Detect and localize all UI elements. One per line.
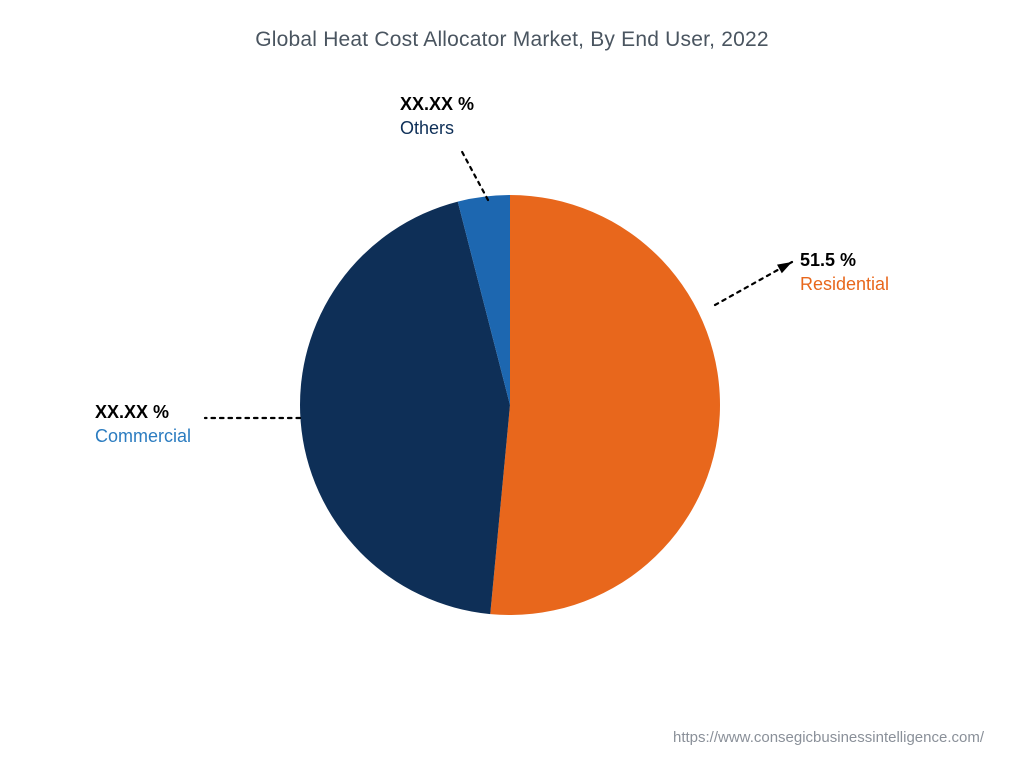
pie-chart (0, 0, 1024, 768)
label-others: XX.XX % Others (400, 92, 474, 141)
label-others-name: Others (400, 116, 474, 140)
label-residential-name: Residential (800, 272, 889, 296)
footer-url: https://www.consegicbusinessintelligence… (673, 729, 984, 746)
label-residential: 51.5 % Residential (800, 248, 889, 297)
label-others-value: XX.XX % (400, 92, 474, 116)
label-commercial-value: XX.XX % (95, 400, 191, 424)
pie-slice-residential (490, 195, 720, 615)
label-commercial-name: Commercial (95, 424, 191, 448)
label-commercial: XX.XX % Commercial (95, 400, 191, 449)
label-residential-value: 51.5 % (800, 248, 889, 272)
